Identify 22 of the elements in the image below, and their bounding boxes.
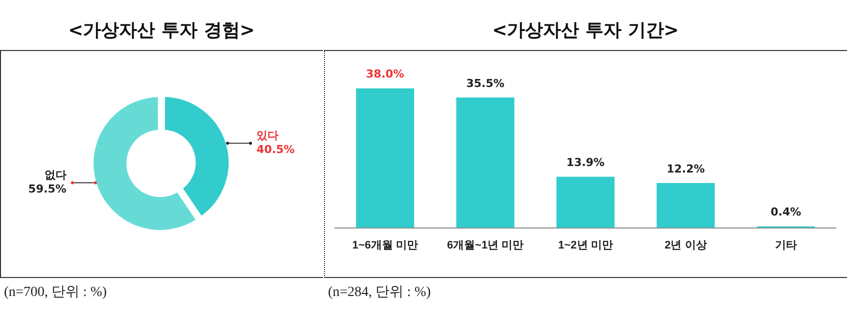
text: (n=284, 단위 : %) <box>328 284 431 301</box>
slice-label: 없다 <box>44 168 66 182</box>
bar <box>556 176 615 228</box>
x-tick-label: 1~2년 미만 <box>558 239 613 252</box>
data-label: 12.2% <box>666 162 705 176</box>
chart-title: <가상자산 투자 경험> <box>67 19 256 42</box>
bar <box>456 98 514 228</box>
data-label: 35.5% <box>466 76 504 90</box>
bar <box>656 183 715 228</box>
data-label: 40.5% <box>256 143 295 156</box>
x-tick-label: 1~6개월 미만 <box>352 239 418 252</box>
data-label: 0.4% <box>770 206 802 219</box>
x-tick-label: 6개월~1년 미만 <box>446 239 524 252</box>
chart-title: <가상자산 투자 기간> <box>491 19 680 42</box>
data-label: 59.5% <box>28 182 66 196</box>
slice-label: 있다 <box>256 129 279 142</box>
x-tick-label: 2년 이상 <box>664 239 707 252</box>
text: (n=700, 단위 : %) <box>4 284 107 301</box>
data-label: 38.0% <box>366 68 404 81</box>
bar <box>356 88 414 228</box>
data-label: 13.9% <box>566 156 605 170</box>
x-tick-label: 기타 <box>774 239 797 252</box>
